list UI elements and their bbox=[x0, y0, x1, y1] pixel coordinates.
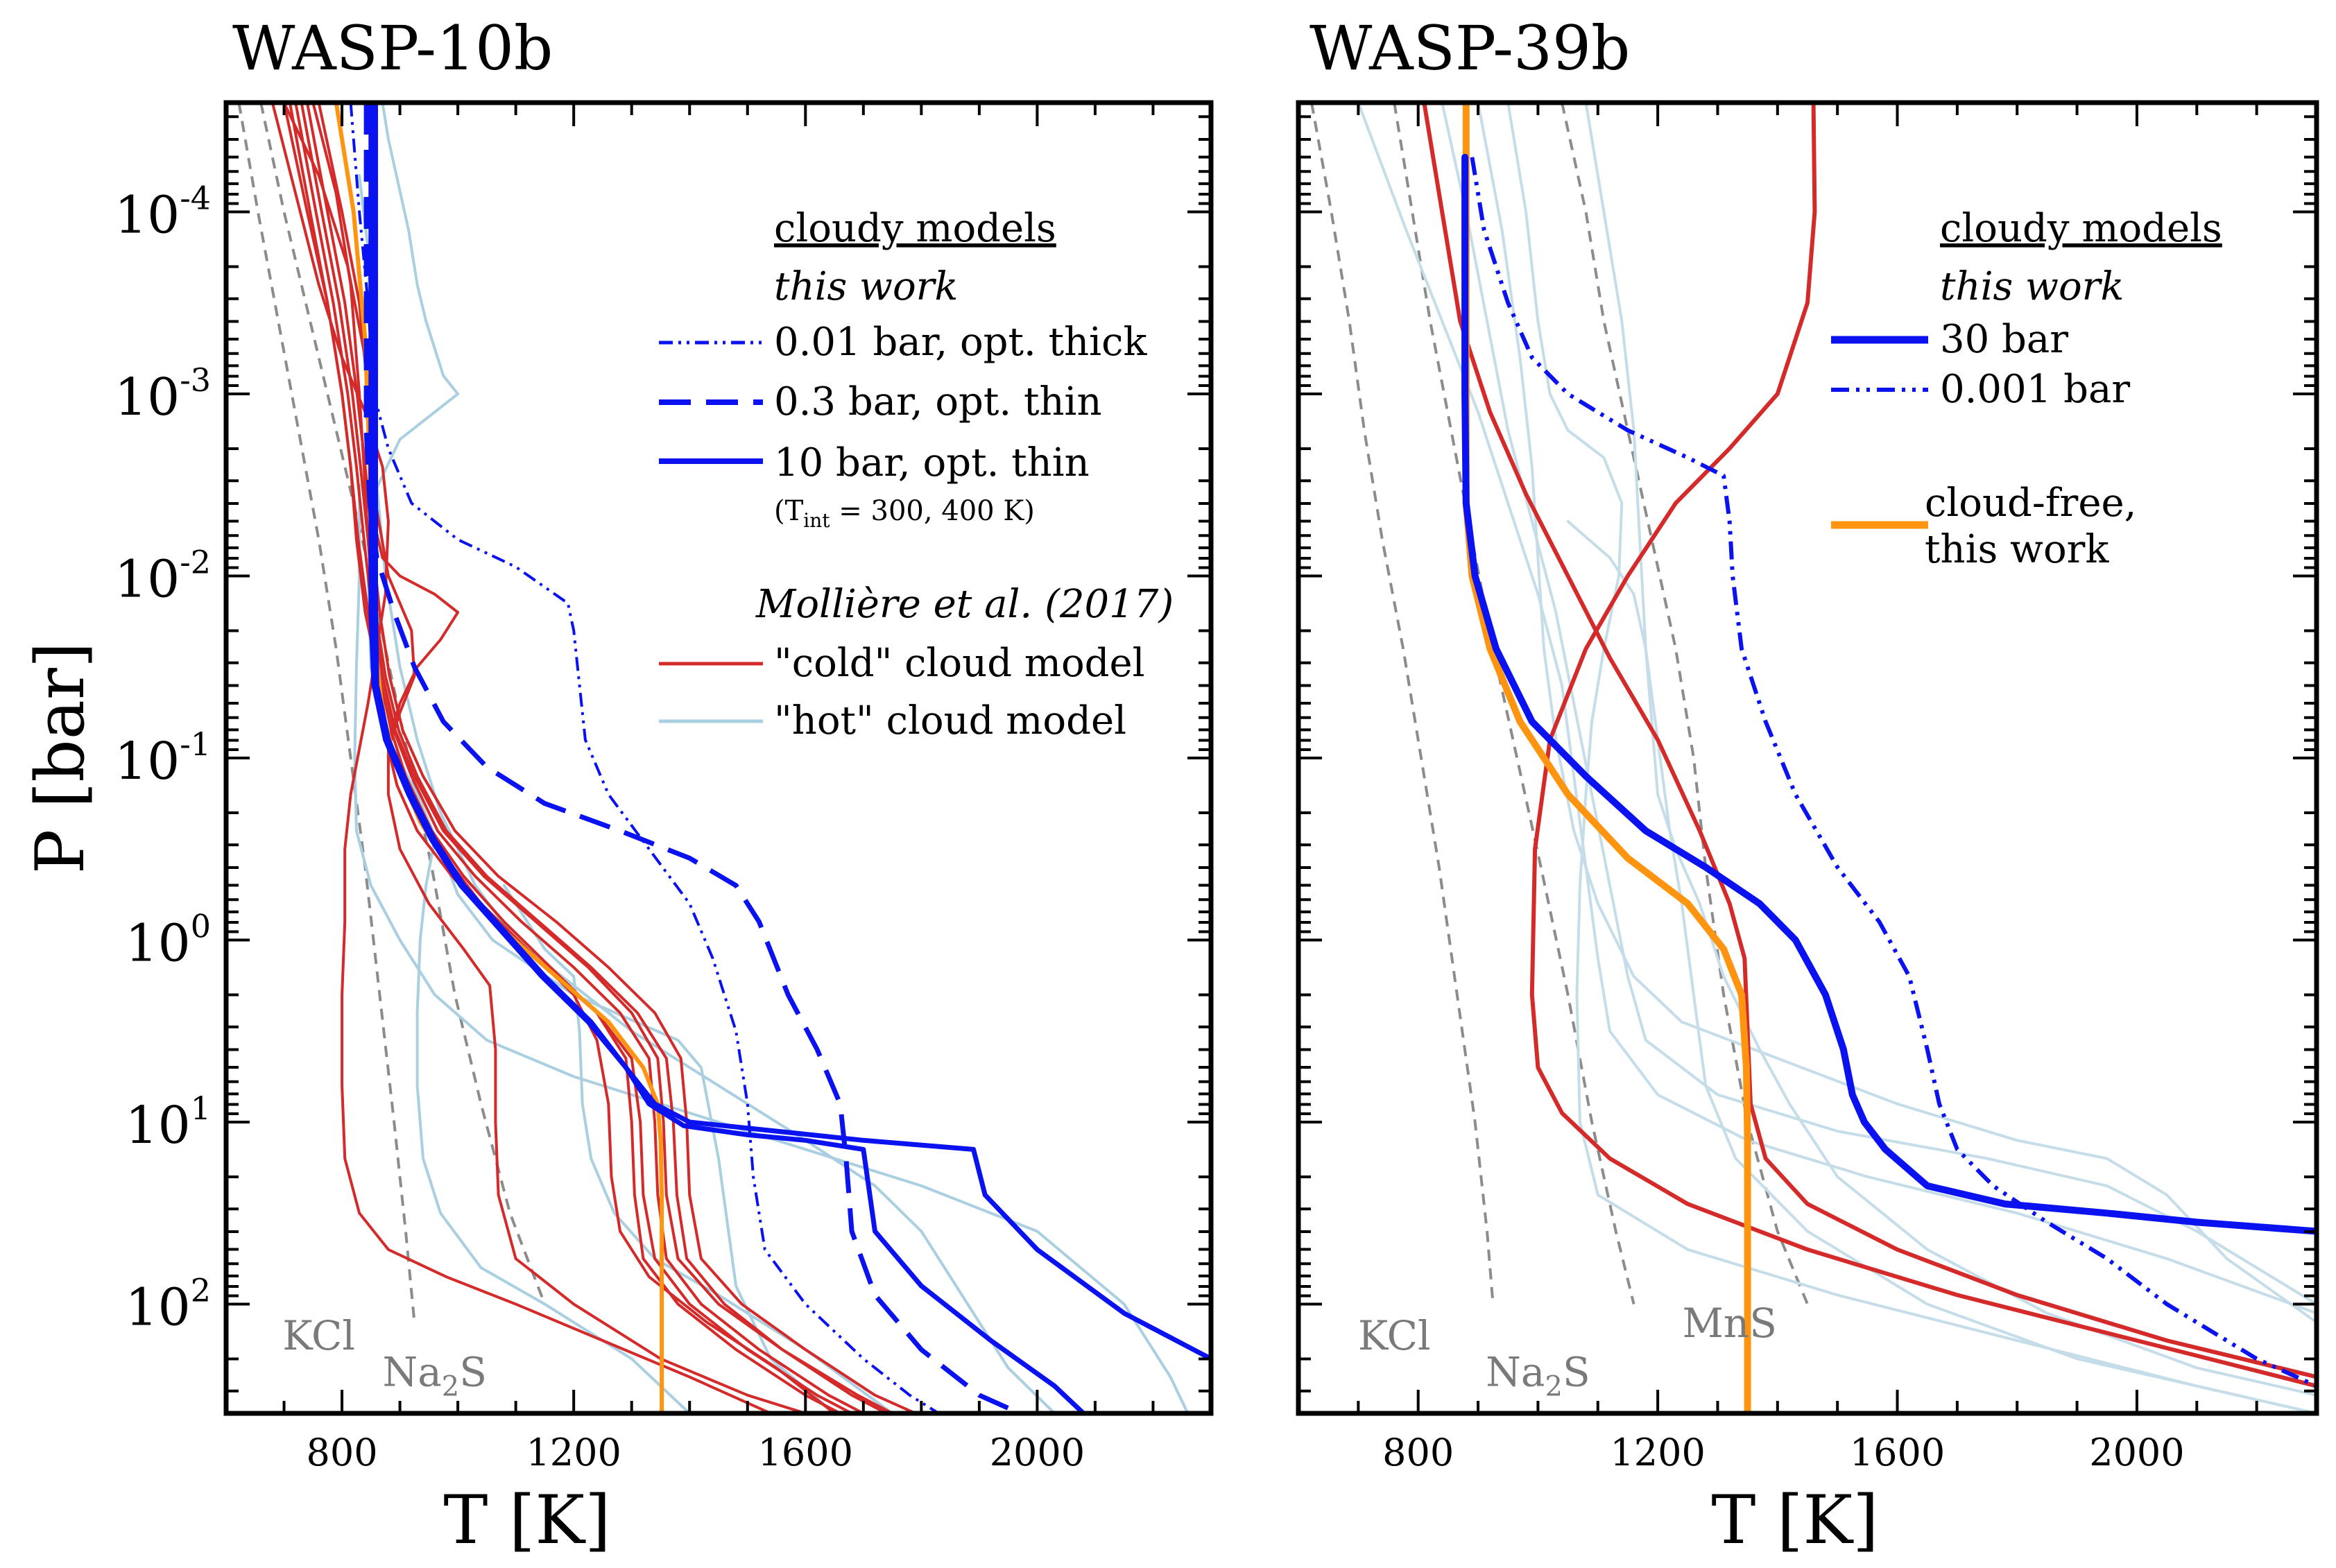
series-hot-cloud-1 bbox=[366, 103, 836, 1413]
series-cold-cloud-1 bbox=[1529, 103, 2317, 1388]
y-tick-label: 10-4 bbox=[114, 180, 211, 245]
condensation-label: Na2S bbox=[1486, 1349, 1590, 1403]
legend-header-molliere: Mollière et al. (2017) bbox=[755, 582, 1174, 627]
x-tick-label: 1200 bbox=[1610, 1431, 1705, 1474]
y-tick-label: 101 bbox=[126, 1089, 211, 1155]
series-hot-cloud-5 bbox=[502, 884, 894, 1413]
legend-label-cloudfree-2: this work bbox=[1925, 527, 2109, 572]
y-tick-label: 102 bbox=[126, 1272, 211, 1338]
y-tick-label: 100 bbox=[126, 908, 211, 974]
condensation-label: KCl bbox=[282, 1312, 355, 1359]
series-hot-cloud-4 bbox=[1506, 103, 2317, 1413]
legend-label-0.3bar: 0.3 bar, opt. thin bbox=[774, 379, 1102, 424]
y-tick-label: 10-1 bbox=[114, 725, 211, 791]
y-tick-label: 10-2 bbox=[114, 544, 211, 610]
series-cold-cloud-6 bbox=[300, 103, 888, 1413]
x-tick-label: 1600 bbox=[1850, 1431, 1945, 1474]
series-hot-cloud-3 bbox=[1477, 103, 2317, 1324]
condensation-label: MnS bbox=[1682, 1300, 1776, 1347]
legend-subheader: this work bbox=[774, 264, 958, 309]
y-tick-label: 10-3 bbox=[114, 361, 211, 427]
series-hot-cloud-3 bbox=[353, 483, 1190, 1413]
series-cold-cloud-1 bbox=[270, 103, 773, 1413]
x-axis-label: T [K] bbox=[1711, 1481, 1878, 1559]
series-10-bar-tint-300 bbox=[373, 103, 1086, 1413]
series-na2s-condensation bbox=[1393, 103, 1635, 1304]
series-30-bar bbox=[1461, 153, 2317, 1235]
y-axis-label: P [bar] bbox=[22, 642, 99, 875]
tick-labels: 800 1200 1600 2000 bbox=[1382, 1431, 2184, 1474]
panel-wasp10b: WASP-10b 800 1200 1600 2000 10-4 10-3 10-2 10-1… bbox=[22, 12, 1214, 1559]
series-kcl-condensation bbox=[237, 103, 416, 1323]
legend: cloudy models this work 0.01 bar, opt. t… bbox=[659, 206, 1174, 743]
plot-area bbox=[237, 103, 1211, 1413]
condensation-label: KCl bbox=[1358, 1312, 1431, 1359]
series-cold-cloud-9 bbox=[311, 103, 894, 1413]
series-cold-cloud-2 bbox=[1422, 103, 2317, 1379]
legend-note-tint: (Tint = 300, 400 K) bbox=[774, 495, 1035, 532]
legend-subheader: this work bbox=[1940, 264, 2124, 309]
x-tick-label: 1200 bbox=[526, 1431, 621, 1474]
panel-wasp39b: WASP-39b 800 1200 1600 2000 KCl Na2S MnS T [K… bbox=[1296, 12, 2319, 1559]
series-hot-cloud-2 bbox=[1441, 103, 2317, 1306]
panel-title: WASP-10b bbox=[232, 12, 553, 84]
legend-label-cold: "cold" cloud model bbox=[774, 641, 1145, 686]
panel-title: WASP-39b bbox=[1309, 12, 1630, 84]
series-mns-condensation bbox=[1561, 103, 1809, 1305]
x-tick-label: 800 bbox=[1382, 1431, 1454, 1474]
series-0-01-bar-opt-thick bbox=[349, 103, 940, 1413]
legend-label-10bar: 10 bar, opt. thin bbox=[774, 440, 1090, 485]
series-cold-cloud-4 bbox=[288, 103, 842, 1413]
x-tick-label: 1600 bbox=[758, 1431, 853, 1474]
series-10-bar-tint-400 bbox=[368, 103, 1211, 1361]
legend-label-hot: "hot" cloud model bbox=[774, 698, 1126, 743]
legend-label-0.001bar: 0.001 bar bbox=[1940, 367, 2130, 412]
plot-area bbox=[1310, 103, 2317, 1413]
axes-frame bbox=[223, 100, 1214, 1416]
x-tick-label: 2000 bbox=[2089, 1431, 2184, 1474]
condensation-labels: KCl Na2S bbox=[282, 1312, 487, 1403]
series-cold-cloud-5 bbox=[294, 103, 865, 1413]
legend-label-30bar: 30 bar bbox=[1940, 317, 2068, 362]
condensation-label: Na2S bbox=[382, 1349, 487, 1403]
condensation-labels: KCl Na2S MnS bbox=[1358, 1300, 1777, 1403]
series-cloud-free bbox=[334, 103, 664, 1413]
series-hot-cloud-6 bbox=[1566, 519, 2317, 1397]
legend-label-cloudfree: cloud-free, bbox=[1925, 481, 2136, 526]
x-tick-label: 2000 bbox=[990, 1431, 1085, 1474]
x-tick-label: 800 bbox=[307, 1431, 378, 1474]
axes-frame bbox=[1296, 100, 2319, 1416]
legend-header: cloudy models bbox=[1940, 206, 2222, 251]
legend-label-0.01bar: 0.01 bar, opt. thick bbox=[774, 320, 1147, 365]
legend: cloudy models this work 30 bar 0.001 bar… bbox=[1831, 206, 2222, 572]
legend-header: cloudy models bbox=[774, 206, 1056, 251]
series-kcl-condensation bbox=[1310, 103, 1495, 1304]
series-0-3-bar-opt-thin bbox=[363, 103, 1021, 1413]
tick-labels: 800 1200 1600 2000 10-4 10-3 10-2 10-1 100 101 102 bbox=[114, 180, 1085, 1475]
series-hot-cloud-4 bbox=[415, 838, 692, 1413]
x-axis-label: T [K] bbox=[443, 1481, 610, 1559]
